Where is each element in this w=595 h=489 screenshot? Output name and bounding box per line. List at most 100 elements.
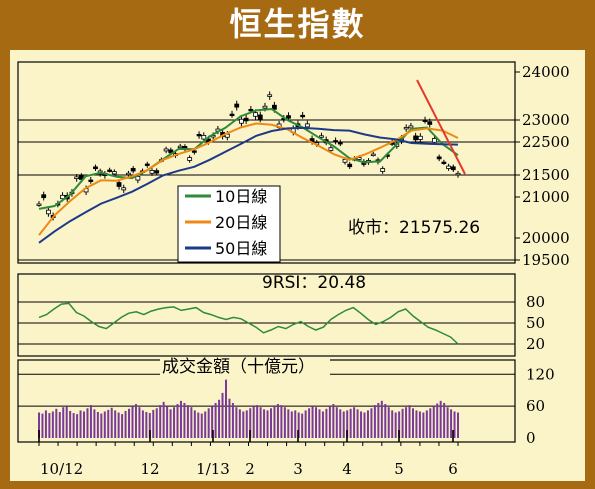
- price-axis-label: 24000: [522, 63, 570, 81]
- volume-bar: [124, 410, 127, 438]
- volume-bar: [159, 405, 162, 438]
- price-panel-border: [17, 61, 516, 264]
- volume-bar: [228, 398, 231, 438]
- candle-body: [163, 148, 169, 152]
- candle-body: [370, 153, 376, 156]
- candle-body: [93, 166, 98, 170]
- volume-bar: [166, 406, 169, 438]
- volume-bar: [145, 411, 148, 438]
- volume-bar: [83, 411, 86, 438]
- volume-bar: [238, 409, 241, 438]
- volume-bar: [121, 414, 124, 438]
- volume-bar: [304, 410, 307, 438]
- volume-bar: [439, 400, 442, 438]
- volume-axis-label: 60: [526, 397, 545, 415]
- volume-bar: [259, 407, 262, 438]
- candle-body: [239, 118, 244, 124]
- volume-bar: [308, 408, 311, 438]
- candle-body: [337, 142, 343, 145]
- volume-bar: [266, 410, 269, 438]
- candle-body: [403, 127, 409, 130]
- candle-body: [356, 157, 362, 160]
- candle-body: [333, 140, 338, 143]
- volume-bar: [318, 409, 321, 438]
- volume-bar: [387, 407, 390, 438]
- candle-body: [74, 176, 80, 180]
- volume-bar: [280, 405, 283, 438]
- volume-bar: [169, 409, 172, 438]
- volume-bar: [311, 406, 314, 438]
- candle-body: [347, 163, 353, 168]
- volume-bar: [96, 411, 99, 438]
- candle-body: [328, 147, 334, 151]
- volume-bar: [79, 410, 82, 438]
- volume-bar: [398, 411, 401, 438]
- volume-bar: [315, 407, 318, 438]
- candle-body: [380, 168, 386, 172]
- candle-body: [191, 150, 197, 153]
- volume-bar: [134, 404, 137, 438]
- candle-body: [417, 135, 423, 140]
- ma-line-20: [38, 122, 459, 236]
- volume-bar: [353, 407, 356, 438]
- candle-body: [201, 135, 207, 140]
- volume-axis-label: 0: [526, 429, 536, 447]
- volume-bar: [155, 408, 158, 438]
- candle-body: [154, 170, 160, 174]
- volume-bar: [349, 408, 352, 438]
- candle-body: [187, 157, 193, 161]
- ma-line-50: [38, 126, 459, 244]
- volume-bar: [450, 409, 453, 438]
- candle-body: [267, 94, 273, 97]
- legend-label-ma20: 20日線: [215, 213, 267, 232]
- price-axis-label: 21000: [522, 188, 570, 206]
- volume-bar: [256, 405, 259, 438]
- volume-bars: [38, 379, 459, 438]
- volume-bar: [373, 405, 376, 438]
- rsi-axis-label: 50: [526, 314, 545, 332]
- volume-bar: [356, 409, 359, 438]
- downtrend-line: [416, 79, 466, 175]
- volume-bar: [131, 406, 134, 438]
- candle-body: [46, 209, 51, 215]
- candle-body: [432, 138, 437, 143]
- volume-bar: [110, 407, 113, 438]
- volume-bar: [425, 410, 428, 438]
- volume-bar: [328, 406, 331, 438]
- rsi-line: [38, 302, 459, 345]
- volume-bar: [41, 413, 44, 438]
- volume-bar: [332, 404, 335, 438]
- volume-bar: [176, 404, 179, 438]
- volume-bar: [100, 413, 103, 438]
- moving-average-lines: [38, 107, 459, 244]
- candle-body: [446, 165, 451, 169]
- volume-bar: [408, 405, 411, 438]
- candle-body: [126, 172, 131, 176]
- candle-body: [441, 161, 447, 165]
- volume-bar: [214, 402, 217, 438]
- volume-bar: [186, 405, 189, 438]
- x-axis-label: 4: [342, 460, 352, 478]
- volume-bar: [418, 411, 421, 438]
- volume-bar: [273, 406, 276, 438]
- candle-body: [234, 103, 240, 108]
- candle-body: [262, 105, 268, 109]
- volume-bar: [370, 408, 373, 438]
- volume-bar: [148, 413, 151, 438]
- candle-body: [41, 194, 47, 199]
- candle-body: [196, 133, 202, 137]
- legend-label-ma50: 50日線: [215, 239, 267, 258]
- ma-line-10: [38, 107, 459, 210]
- volume-bar: [297, 412, 300, 438]
- volume-bar: [290, 411, 293, 438]
- volume-bar: [211, 406, 214, 438]
- volume-bar: [69, 410, 72, 438]
- volume-bar: [377, 402, 380, 438]
- price-axis-label: 22500: [522, 133, 570, 151]
- x-axis-label: 10/12: [40, 460, 83, 478]
- volume-bar: [138, 407, 141, 438]
- volume-bar: [422, 412, 425, 438]
- volume-bar: [152, 409, 155, 438]
- candle-body: [121, 187, 127, 191]
